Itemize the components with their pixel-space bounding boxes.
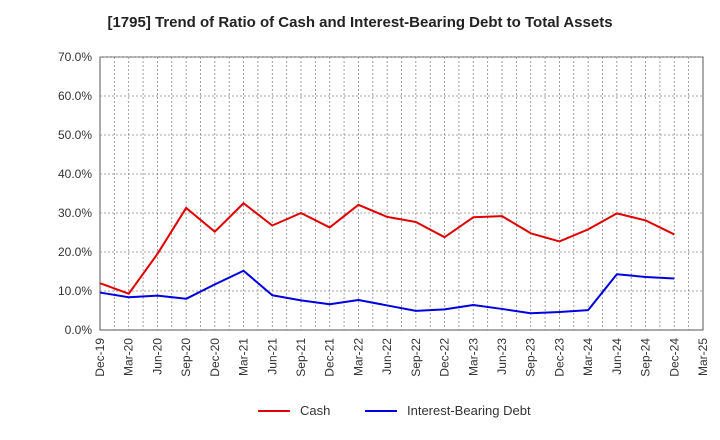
x-tick-label: Dec-22 <box>438 338 452 377</box>
x-tick-label: Dec-20 <box>208 338 222 377</box>
x-tick-label: Dec-23 <box>552 338 566 377</box>
x-tick-label: Sep-24 <box>639 338 653 377</box>
x-tick-label: Mar-21 <box>237 338 251 376</box>
x-tick-label: Jun-23 <box>495 338 509 375</box>
x-tick-label: Sep-22 <box>409 338 423 377</box>
x-tick-label: Mar-24 <box>581 338 595 376</box>
legend-label-cash: Cash <box>300 403 330 418</box>
x-tick-label: Dec-21 <box>323 338 337 377</box>
legend-label-interest-bearing-debt: Interest-Bearing Debt <box>407 403 531 418</box>
y-tick-label: 20.0% <box>58 245 92 259</box>
x-tick-label: Mar-25 <box>696 338 710 376</box>
x-tick-label: Mar-22 <box>351 338 365 376</box>
x-tick-label: Jun-24 <box>610 338 624 375</box>
x-tick-label: Sep-21 <box>294 338 308 377</box>
y-tick-label: 40.0% <box>58 167 92 181</box>
y-tick-label: 10.0% <box>58 284 92 298</box>
x-tick-label: Dec-24 <box>667 338 681 377</box>
series-line-cash <box>99 202 675 295</box>
y-tick-label: 70.0% <box>58 50 92 64</box>
x-tick-label: Dec-19 <box>93 338 107 377</box>
x-tick-label: Jun-22 <box>380 338 394 375</box>
x-tick-label: Mar-20 <box>122 338 136 376</box>
y-tick-label: 30.0% <box>58 206 92 220</box>
y-tick-label: 50.0% <box>58 128 92 142</box>
x-tick-label: Mar-23 <box>466 338 480 376</box>
y-tick-label: 0.0% <box>65 323 93 337</box>
x-tick-label: Sep-23 <box>524 338 538 377</box>
y-tick-label: 60.0% <box>58 89 92 103</box>
series-line-interest-bearing-debt <box>99 269 675 315</box>
chart-title: [1795] Trend of Ratio of Cash and Intere… <box>107 14 613 31</box>
x-tick-label: Jun-20 <box>150 338 164 375</box>
x-tick-label: Sep-20 <box>179 338 193 377</box>
x-tick-label: Jun-21 <box>265 338 279 375</box>
